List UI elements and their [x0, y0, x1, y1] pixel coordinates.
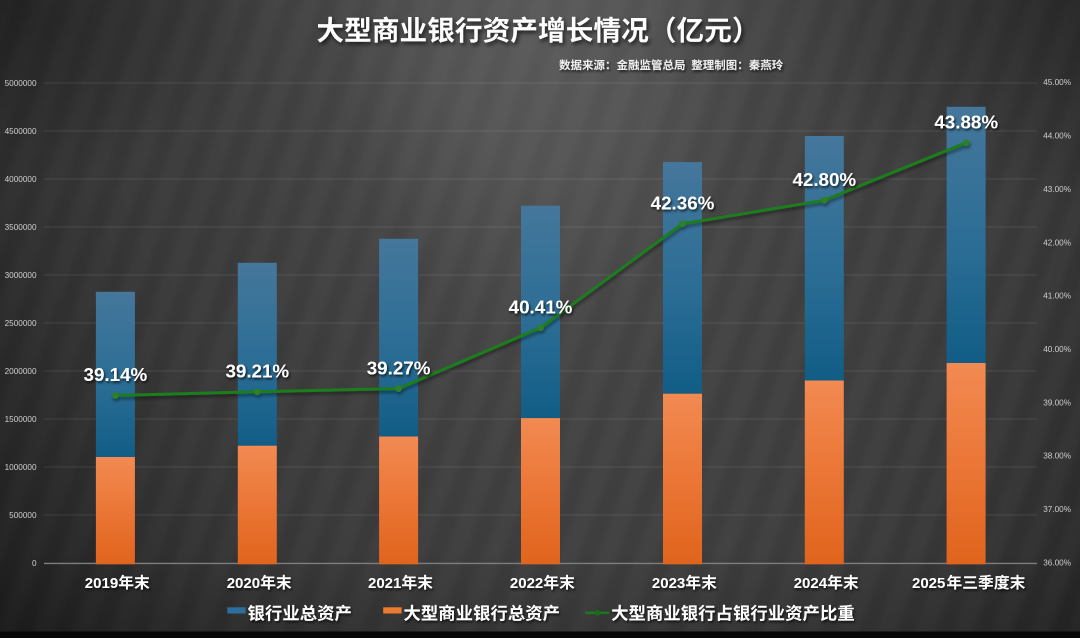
svg-text:2024: 2024	[794, 575, 828, 592]
svg-text:2021: 2021	[368, 575, 401, 592]
svg-text:2020: 2020	[227, 575, 260, 592]
svg-text:41.00%: 41.00%	[1043, 292, 1071, 301]
svg-text:36.00%: 36.00%	[1043, 558, 1071, 567]
svg-text:5000000: 5000000	[5, 79, 37, 88]
svg-text:45.00%: 45.00%	[1043, 78, 1071, 87]
svg-text:2019: 2019	[85, 575, 118, 592]
svg-text:43.88%: 43.88%	[934, 111, 998, 132]
svg-text:40.00%: 40.00%	[1043, 345, 1071, 354]
svg-text:4500000: 4500000	[5, 127, 37, 136]
svg-text:40.41%: 40.41%	[509, 297, 573, 318]
svg-text:4000000: 4000000	[5, 175, 37, 184]
svg-text:43.00%: 43.00%	[1043, 185, 1071, 194]
svg-text:3500000: 3500000	[5, 223, 37, 232]
svg-text:39.21%: 39.21%	[225, 361, 289, 382]
svg-text:2500000: 2500000	[5, 319, 37, 328]
svg-text:42.80%: 42.80%	[792, 169, 856, 190]
svg-text:39.27%: 39.27%	[367, 357, 431, 378]
svg-text:2022: 2022	[510, 575, 543, 592]
svg-text:2025: 2025	[912, 575, 945, 592]
svg-text:44.00%: 44.00%	[1043, 132, 1071, 141]
svg-text:39.14%: 39.14%	[84, 364, 148, 385]
svg-text:42.00%: 42.00%	[1043, 238, 1071, 247]
svg-text:2000000: 2000000	[5, 367, 37, 376]
svg-text:42.36%: 42.36%	[651, 193, 715, 214]
svg-text:37.00%: 37.00%	[1043, 505, 1071, 514]
svg-text:2023: 2023	[652, 575, 685, 592]
svg-text:1500000: 1500000	[5, 415, 37, 424]
svg-text:500000: 500000	[9, 511, 37, 520]
svg-text:38.00%: 38.00%	[1043, 452, 1071, 461]
svg-text:1000000: 1000000	[5, 463, 37, 472]
svg-text:39.00%: 39.00%	[1043, 398, 1071, 407]
svg-text:0: 0	[32, 559, 37, 568]
svg-text:3000000: 3000000	[5, 271, 37, 280]
